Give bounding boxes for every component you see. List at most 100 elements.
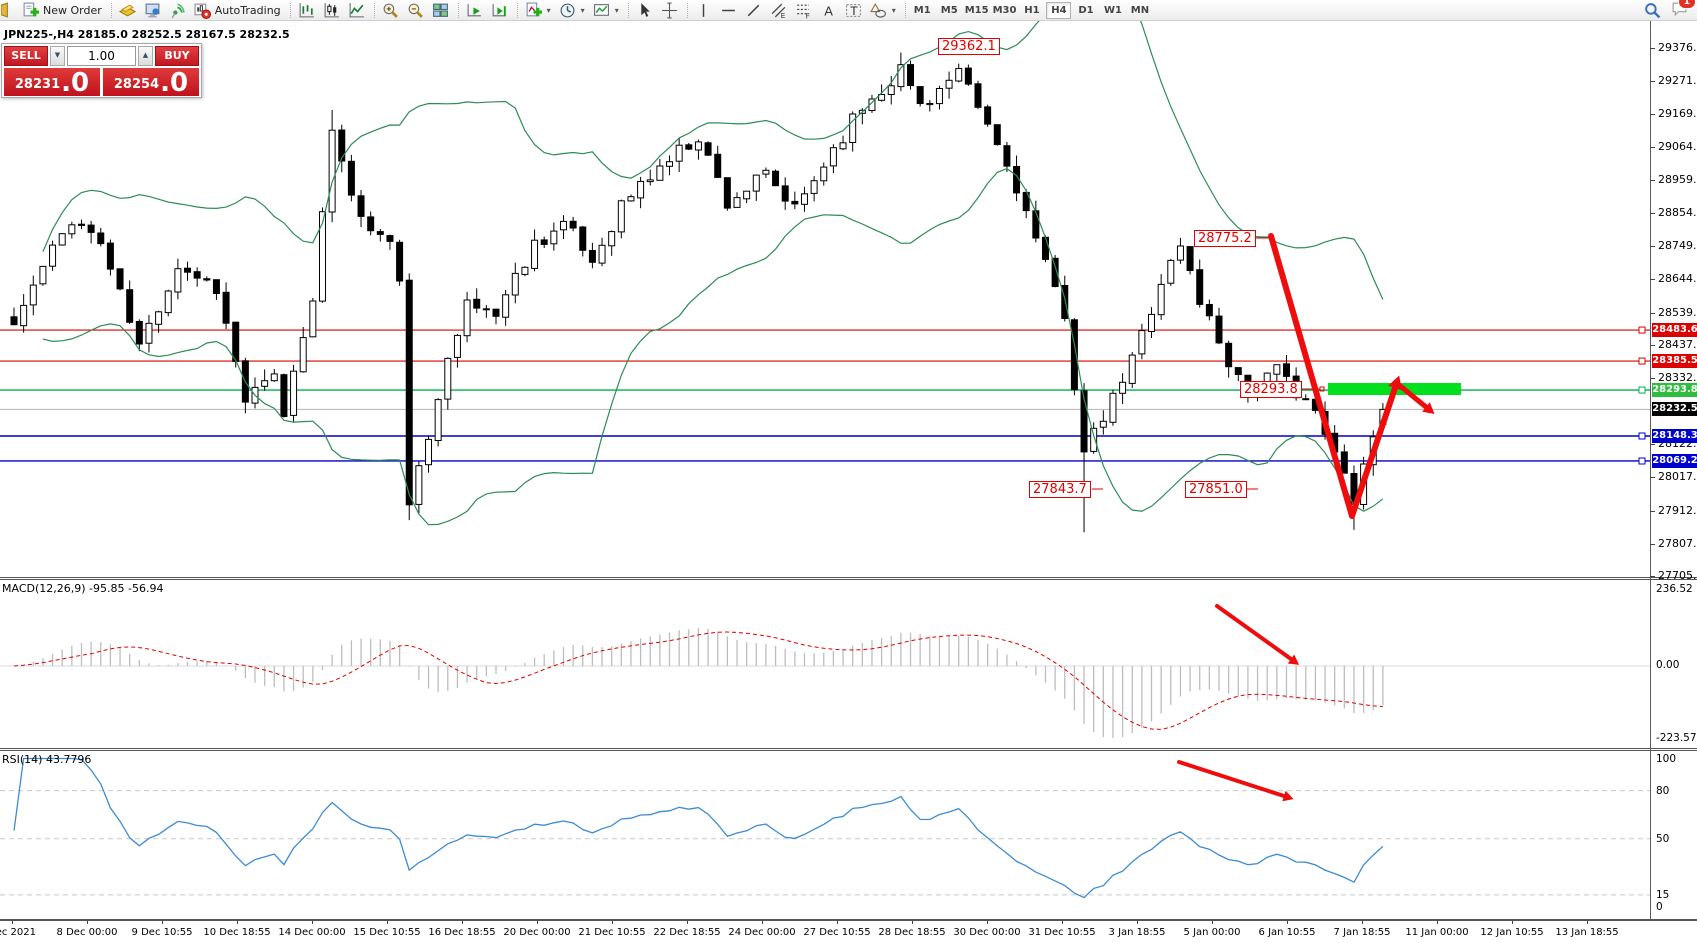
price-annotation-label[interactable]: 28775.2 <box>1194 230 1256 247</box>
channel-tool-button[interactable]: E <box>766 1 791 20</box>
price-tick-label: 27912.0 <box>1658 503 1697 517</box>
clipped-icon <box>0 1 18 19</box>
sell-quote[interactable]: 28231 .0 <box>4 68 100 96</box>
volume-input[interactable] <box>67 46 136 66</box>
panel-separator <box>0 579 1697 580</box>
rsi-line[interactable] <box>13 757 1384 899</box>
panel-separator[interactable] <box>0 577 1697 578</box>
line-anchor-square[interactable] <box>1638 326 1646 334</box>
zoom-out-icon <box>407 2 424 19</box>
chart-profile-icon <box>593 2 610 19</box>
chart-profile-button[interactable]: ▾ <box>589 1 623 20</box>
price-annotation-label[interactable]: 29362.1 <box>938 38 1000 55</box>
zoom-in-icon <box>382 2 399 19</box>
price-tick-label: 28854.0 <box>1658 206 1697 220</box>
time-axis[interactable]: Dec 2021 8 Dec 00:00 9 Dec 10:55 10 Dec 18:… <box>0 921 1697 943</box>
macd-panel[interactable] <box>0 580 1650 748</box>
sell-price: 28231 <box>14 77 61 92</box>
bar-chart-button[interactable] <box>294 1 319 20</box>
text-label-tool-button[interactable]: T <box>841 1 866 20</box>
new-order-icon <box>22 2 39 19</box>
time-tick-label: 13 Jan 18:55 <box>1555 927 1619 938</box>
volume-increase-button[interactable]: ▲ <box>138 46 153 66</box>
terminal-button[interactable] <box>140 1 165 20</box>
line-anchor-square[interactable] <box>1638 432 1646 440</box>
annotation-arrow[interactable] <box>1268 233 1398 519</box>
price-tick-label: 27807.0 <box>1658 536 1697 550</box>
timeframe-button-d1[interactable]: D1 <box>1073 2 1098 19</box>
main-price-chart[interactable] <box>0 20 1650 577</box>
chat-button[interactable]: 1 <box>1671 0 1696 20</box>
notification-badge: 1 <box>1677 0 1696 9</box>
svg-text:E: E <box>780 10 785 18</box>
time-tick-mark <box>462 921 463 924</box>
rsi-panel[interactable] <box>0 751 1650 919</box>
deposit-icon <box>118 2 136 19</box>
cursor-icon <box>636 2 653 19</box>
chart-shift-button[interactable] <box>487 1 512 20</box>
timeframe-button-h4[interactable]: H4 <box>1046 1 1072 19</box>
panel-separator[interactable] <box>0 748 1697 749</box>
line-anchor-square[interactable] <box>1638 386 1646 394</box>
price-tick-mark <box>1650 279 1655 281</box>
timeframe-button-h1[interactable]: H1 <box>1019 2 1044 19</box>
time-tick-mark <box>537 921 538 924</box>
zoom-in-button[interactable] <box>378 1 403 20</box>
bollinger-upper-band[interactable] <box>42 20 1384 300</box>
price-tick-label: 29271.0 <box>1658 74 1697 88</box>
price-annotation-label[interactable]: 27851.0 <box>1185 481 1247 498</box>
period-button[interactable]: ▾ <box>555 1 589 20</box>
price-annotation-label[interactable]: 28293.8 <box>1240 381 1302 398</box>
buy-button[interactable]: BUY <box>155 46 199 66</box>
timeframe-button-m15[interactable]: M15 <box>964 2 990 19</box>
shapes-tool-button[interactable]: ▾ <box>866 1 900 20</box>
volume-decrease-button[interactable]: ▼ <box>50 46 65 66</box>
search-button[interactable] <box>1640 1 1665 20</box>
signal-button[interactable] <box>165 1 190 20</box>
candlestick-chart-button[interactable] <box>319 1 344 20</box>
annotation-arrow[interactable] <box>1177 760 1286 798</box>
timeframe-button-mn[interactable]: MN <box>1127 2 1152 19</box>
sell-button[interactable]: SELL <box>4 46 48 66</box>
price-tick-mark <box>1650 377 1655 379</box>
zoom-out-button[interactable] <box>403 1 428 20</box>
timeframe-button-m5[interactable]: M5 <box>937 2 962 19</box>
dropdown-arrow: ▾ <box>614 5 619 15</box>
text-tool-button[interactable]: A <box>816 1 841 20</box>
tile-windows-button[interactable] <box>428 1 453 20</box>
timeframe-button-w1[interactable]: W1 <box>1100 2 1125 19</box>
macd-signal-line[interactable] <box>13 631 1383 730</box>
cursor-tool-button[interactable] <box>632 1 657 20</box>
buy-quote[interactable]: 28254 .0 <box>103 68 199 96</box>
deposit-button[interactable] <box>115 1 140 20</box>
auto-scroll-button[interactable] <box>462 1 487 20</box>
macd-indicator-label: MACD(12,26,9) -95.85 -56.94 <box>2 582 164 595</box>
price-tick-label: 28749.0 <box>1658 239 1697 253</box>
line-anchor-square[interactable] <box>1638 357 1646 365</box>
trendline-tool-button[interactable] <box>741 1 766 20</box>
add-indicator-button[interactable]: ▾ <box>521 1 555 20</box>
timeframe-button-m30[interactable]: M30 <box>992 2 1018 19</box>
horizontal-line-tool-button[interactable] <box>716 1 741 20</box>
price-annotation-label[interactable]: 27843.7 <box>1029 481 1091 498</box>
price-tick-mark <box>1650 179 1655 181</box>
time-tick-mark <box>912 921 913 924</box>
new-order-button[interactable]: New Order <box>18 1 106 20</box>
line-chart-button[interactable] <box>344 1 369 20</box>
time-tick-mark <box>1212 921 1213 924</box>
rsi-axis-label: 50 <box>1656 832 1670 845</box>
crosshair-tool-button[interactable] <box>657 1 682 20</box>
line-anchor-square[interactable] <box>1638 457 1646 465</box>
fibonacci-tool-button[interactable]: F <box>791 1 816 20</box>
time-tick-mark <box>87 921 88 924</box>
time-tick-label: 21 Dec 10:55 <box>578 927 646 938</box>
annotation-arrow[interactable] <box>1396 382 1429 410</box>
bollinger-lower-band[interactable] <box>42 167 1384 526</box>
time-tick-label: 30 Dec 00:00 <box>953 927 1021 938</box>
annotation-arrow[interactable] <box>1215 604 1293 661</box>
vertical-line-tool-button[interactable] <box>691 1 716 20</box>
separator <box>623 2 629 18</box>
timeframe-button-m1[interactable]: M1 <box>910 2 935 19</box>
autotrading-button[interactable]: AutoTrading <box>190 1 285 20</box>
horizontal-line-icon <box>720 2 737 19</box>
